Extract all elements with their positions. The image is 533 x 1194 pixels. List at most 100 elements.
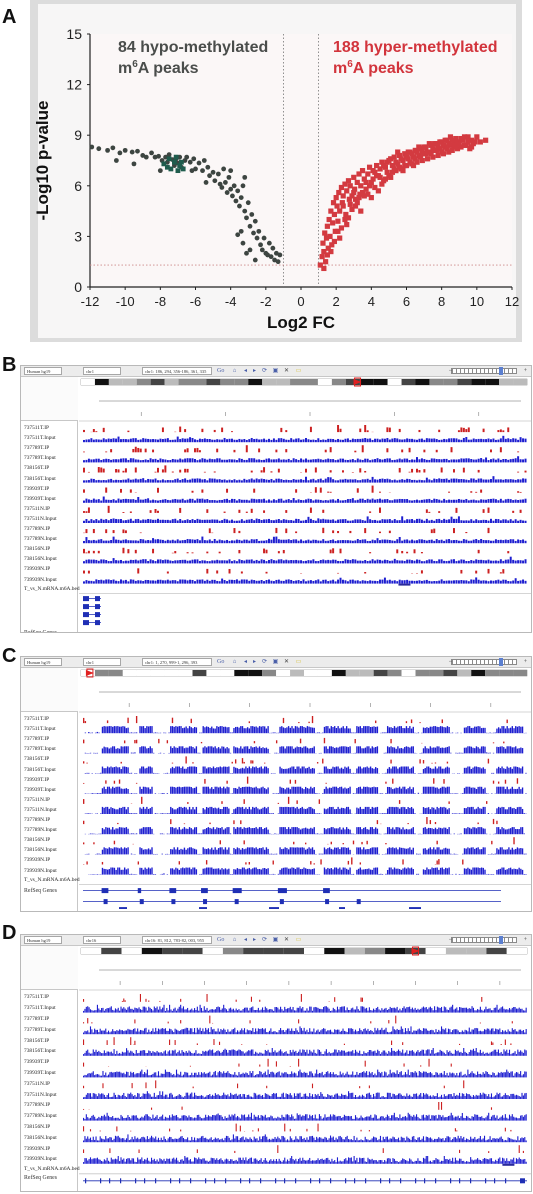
track-name-label[interactable]: 739939T.IP (24, 485, 50, 492)
track-name-label[interactable]: 738156N.Input (24, 847, 57, 854)
track-name-label[interactable]: 737511T.IP (24, 994, 50, 1001)
popup-icon[interactable]: ▭ (295, 368, 302, 374)
locus-input[interactable]: chr1: 186, 294, 356-186, 361, 335 (142, 367, 212, 375)
track-name-label[interactable]: 738156T.IP (24, 756, 50, 763)
track-name-label[interactable]: 737511N.Input (24, 806, 57, 813)
refresh-icon[interactable]: ⟳ (261, 368, 268, 374)
track-name-label[interactable]: 737511N.IP (24, 796, 51, 803)
track-name-label[interactable]: 737789T.Input (24, 746, 56, 753)
track-name-label[interactable]: 738156T.IP (24, 1037, 50, 1044)
genome-dropdown[interactable]: Human hg19 (24, 658, 62, 666)
back-icon[interactable]: ◂ (243, 368, 247, 374)
chromosome-dropdown[interactable]: chr1 (83, 658, 121, 666)
refresh-icon[interactable]: ⟳ (261, 659, 268, 665)
track-name-label[interactable]: 737511N.IP (24, 505, 51, 512)
track-name-label[interactable]: 737511T.Input (24, 435, 56, 442)
home-icon[interactable]: ⌂ (232, 368, 237, 374)
refseq-track-label[interactable]: RefSeq Genes (24, 887, 58, 894)
close-icon[interactable]: ✕ (283, 659, 290, 665)
zoom-slider-knob[interactable] (499, 367, 503, 375)
popup-icon[interactable]: ▭ (295, 659, 302, 665)
track-name-label[interactable]: 739939N.IP (24, 566, 51, 573)
track-name-label[interactable]: 737789T.Input (24, 455, 56, 462)
forward-icon[interactable]: ▸ (252, 659, 256, 665)
track-name-label[interactable]: 737789T.IP (24, 736, 50, 743)
chromosome-dropdown[interactable]: chr1 (83, 367, 121, 375)
refseq-track-label[interactable]: RefSeq Genes (24, 629, 58, 633)
track-name-label[interactable]: 739939N.Input (24, 576, 57, 583)
close-icon[interactable]: ✕ (283, 368, 290, 374)
zoom-slider[interactable] (451, 659, 517, 665)
locus-input[interactable]: chr16: 81, 812, 783-82, 003, 955 (142, 936, 212, 944)
close-icon[interactable]: ✕ (283, 937, 290, 943)
zoom-slider-knob[interactable] (499, 658, 503, 666)
track-name-label[interactable]: 737789T.IP (24, 445, 50, 452)
roi-icon[interactable]: ▣ (272, 937, 279, 943)
forward-icon[interactable]: ▸ (252, 368, 256, 374)
zoom-slider[interactable] (451, 937, 517, 943)
go-button[interactable]: Go (217, 937, 225, 943)
track-name-label[interactable]: T_vs_N.mRNA.m6A.bed (24, 876, 80, 883)
track-name-label[interactable]: 737511T.Input (24, 1005, 56, 1012)
track-name-label[interactable]: 739939T.Input (24, 786, 56, 793)
track-name-label[interactable]: 739939T.IP (24, 776, 50, 783)
track-name-label[interactable]: 737511N.IP (24, 1080, 51, 1087)
track-name-label[interactable]: 737511N.Input (24, 515, 57, 522)
track-name-label[interactable]: T_vs_N.mRNA.m6A.bed (24, 1165, 80, 1172)
track-name-label[interactable]: 739939T.Input (24, 495, 56, 502)
zoom-out-icon[interactable]: − (448, 659, 453, 665)
locus-input[interactable]: chr1: 1, 270, 999-1, 296, 393 (142, 658, 212, 666)
track-name-label[interactable]: 737789T.Input (24, 1026, 56, 1033)
track-name-label[interactable]: 738156T.Input (24, 766, 56, 773)
zoom-out-icon[interactable]: − (448, 368, 453, 374)
zoom-in-icon[interactable]: + (523, 368, 528, 374)
track-name-label[interactable]: 739939N.Input (24, 867, 57, 874)
genome-dropdown[interactable]: Human hg19 (24, 367, 62, 375)
zoom-in-icon[interactable]: + (523, 937, 528, 943)
track-name-label[interactable]: T_vs_N.mRNA.m6A.bed (24, 585, 80, 592)
track-name-label[interactable]: 738156N.IP (24, 546, 51, 553)
track-name-label[interactable]: 739939T.Input (24, 1070, 56, 1076)
home-icon[interactable]: ⌂ (232, 937, 237, 943)
roi-icon[interactable]: ▣ (272, 659, 279, 665)
track-name-label[interactable]: 737789N.IP (24, 1102, 51, 1109)
track-name-label[interactable]: 737789T.IP (24, 1016, 50, 1022)
coverage-bar (398, 800, 401, 804)
genome-dropdown[interactable]: Human hg19 (24, 936, 62, 944)
track-name-label[interactable]: 738156T.IP (24, 465, 50, 472)
track-name-label[interactable]: 737789N.Input (24, 827, 57, 834)
track-name-label[interactable]: 737789N.Input (24, 1113, 57, 1120)
refseq-track-label[interactable]: RefSeq Genes (24, 1174, 58, 1181)
zoom-slider-knob[interactable] (499, 936, 503, 944)
popup-icon[interactable]: ▭ (295, 937, 302, 943)
track-name-label[interactable]: 739939T.IP (24, 1059, 50, 1066)
track-name-label[interactable]: 738156T.Input (24, 1048, 56, 1055)
forward-icon[interactable]: ▸ (252, 937, 256, 943)
track-name-label[interactable]: 738156N.IP (24, 1124, 51, 1130)
track-name-label[interactable]: 737511T.IP (24, 425, 50, 432)
track-name-label[interactable]: 738156T.Input (24, 475, 56, 482)
go-button[interactable]: Go (217, 659, 225, 665)
track-name-label[interactable]: 737789N.Input (24, 536, 57, 543)
track-name-label[interactable]: 738156N.Input (24, 1134, 57, 1141)
track-name-label[interactable]: 738156N.Input (24, 556, 57, 563)
track-name-label[interactable]: 739939N.Input (24, 1156, 57, 1163)
go-button[interactable]: Go (217, 368, 225, 374)
zoom-out-icon[interactable]: − (448, 937, 453, 943)
track-name-label[interactable]: 737789N.IP (24, 526, 51, 533)
track-name-label[interactable]: 737511T.IP (24, 716, 50, 723)
track-name-label[interactable]: 738156N.IP (24, 837, 51, 844)
zoom-in-icon[interactable]: + (523, 659, 528, 665)
home-icon[interactable]: ⌂ (232, 659, 237, 665)
track-name-label[interactable]: 737789N.IP (24, 817, 51, 824)
track-name-label[interactable]: 739939N.IP (24, 857, 51, 864)
track-name-label[interactable]: 739939N.IP (24, 1145, 51, 1152)
back-icon[interactable]: ◂ (243, 937, 247, 943)
track-name-label[interactable]: 737511N.Input (24, 1091, 57, 1098)
chromosome-dropdown[interactable]: chr16 (83, 936, 121, 944)
roi-icon[interactable]: ▣ (272, 368, 279, 374)
refresh-icon[interactable]: ⟳ (261, 937, 268, 943)
track-name-label[interactable]: 737511T.Input (24, 726, 56, 733)
zoom-slider[interactable] (451, 368, 517, 374)
back-icon[interactable]: ◂ (243, 659, 247, 665)
